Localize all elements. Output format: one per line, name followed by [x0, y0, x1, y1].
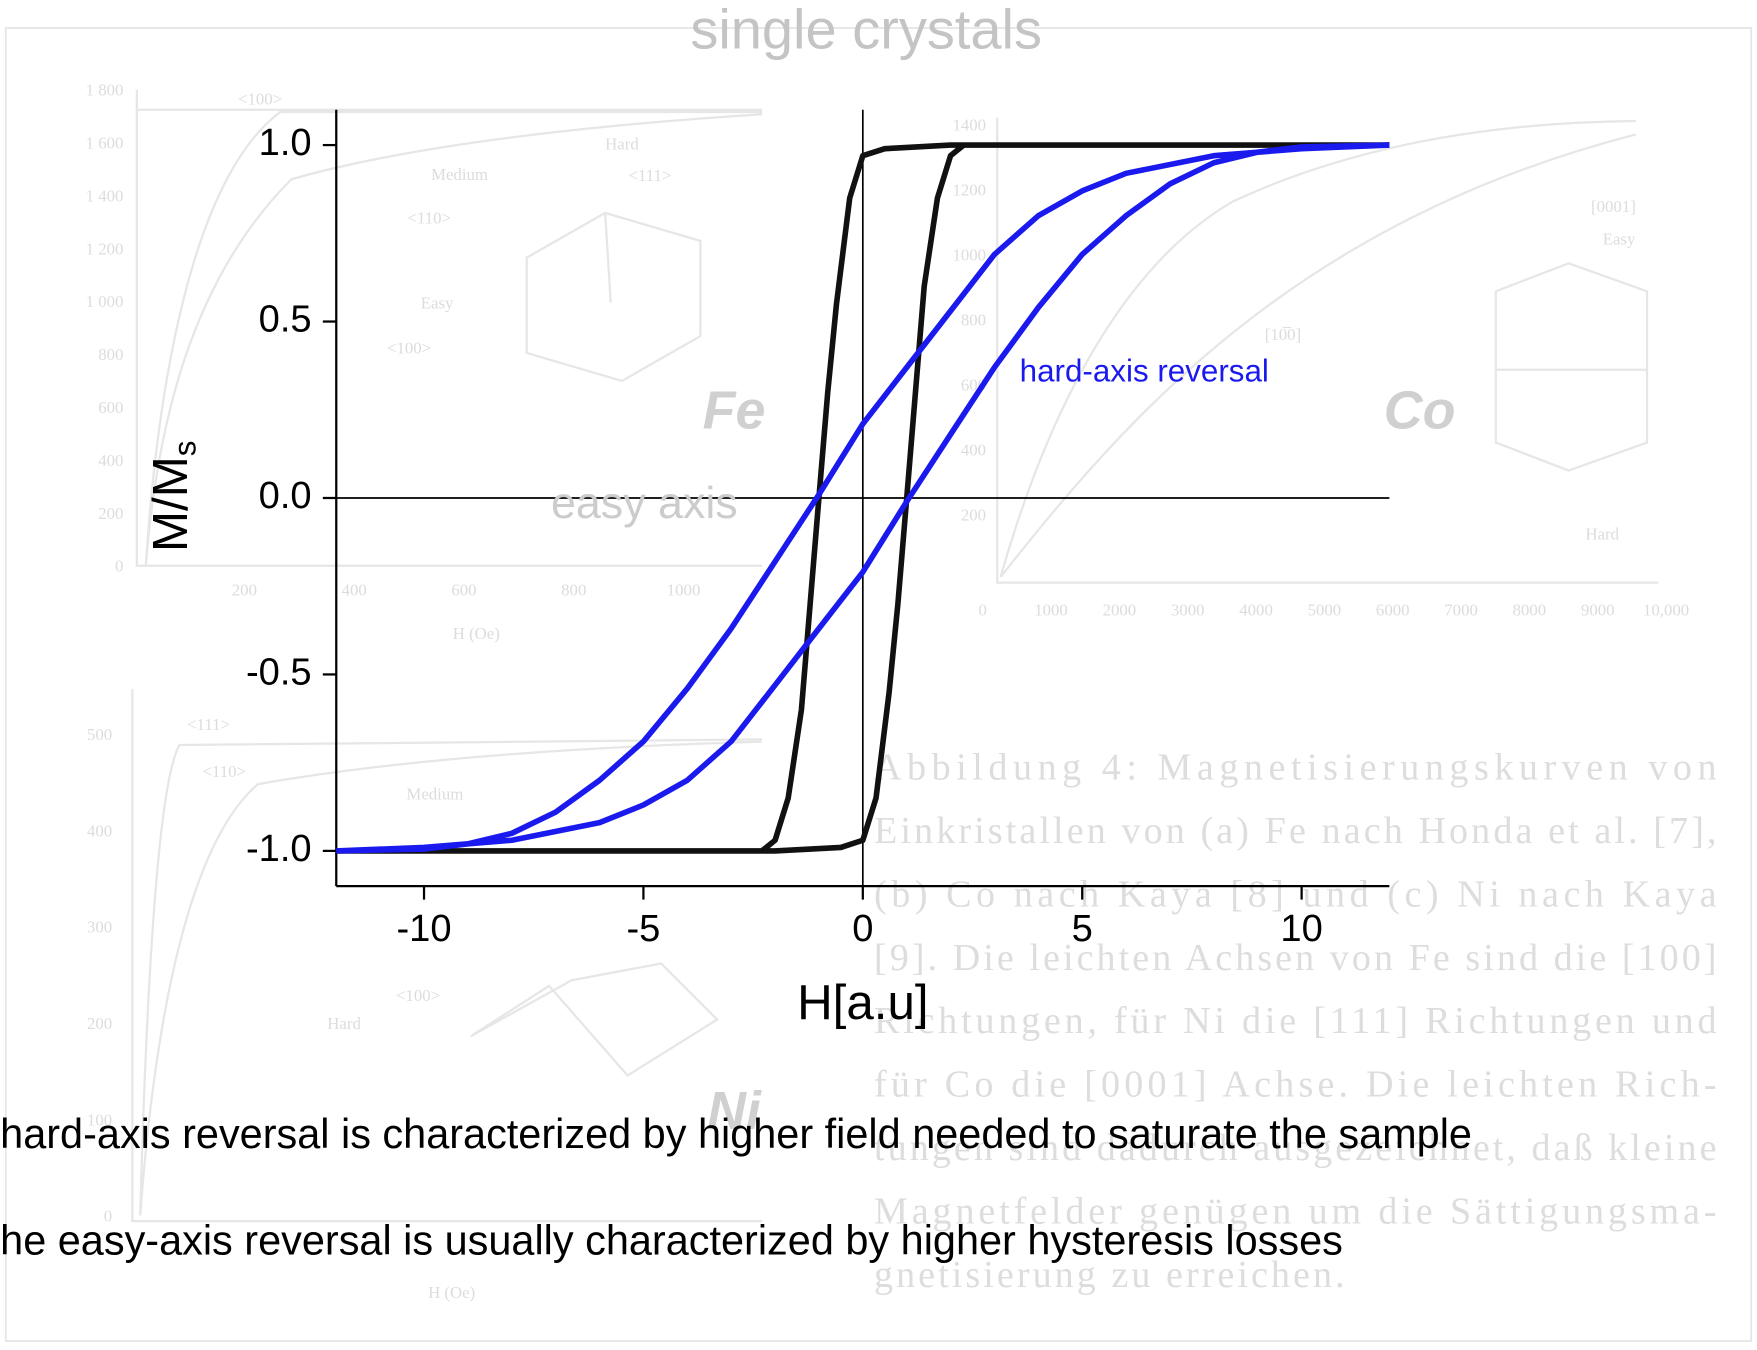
background-label: 10,000 — [1643, 601, 1689, 620]
y-tick-label: 1.0 — [259, 122, 312, 164]
background-label: <100> — [387, 338, 431, 357]
background-label: 0 — [978, 601, 986, 620]
background-label: 4000 — [1239, 601, 1273, 620]
background-label: <110> — [407, 208, 451, 227]
caption-line: für Co die [0001] Achse. Die leichten Ri… — [874, 1064, 1716, 1106]
y-tick-label: -0.5 — [246, 652, 312, 694]
background-label: 1 800 — [86, 81, 124, 100]
background-label: 200 — [87, 1014, 112, 1033]
background-label: 400 — [98, 451, 123, 470]
statement: he easy-axis reversal is usually charact… — [0, 1217, 1343, 1264]
slide-frame — [4, 27, 1753, 1342]
background-label: [10̅0] — [1265, 325, 1301, 344]
background-label: 400 — [342, 580, 367, 599]
background-label: 1000 — [667, 580, 701, 599]
slide-title: single crystals — [690, 0, 1042, 60]
caption-line: tungen sind dadurch ausgezeichnet, daß k… — [874, 1127, 1716, 1169]
background-label: <100> — [238, 90, 282, 109]
background-label: <110> — [202, 762, 246, 781]
background-label: Easy — [421, 294, 454, 313]
caption-line: Abbildung 4: Magnetisierungskurven von — [874, 747, 1716, 789]
y-axis-label: M/Ms — [143, 441, 203, 552]
background-label: H (Oe) — [428, 1283, 475, 1302]
background-label: <111> — [187, 715, 230, 734]
background-label: 100 — [87, 1110, 112, 1129]
background-label: 1000 — [1034, 601, 1068, 620]
background-label: 1 400 — [86, 186, 124, 205]
curve — [336, 142, 1390, 854]
background-figure — [131, 89, 1659, 1223]
background-label: 800 — [961, 310, 986, 329]
background-label: Medium — [431, 165, 488, 184]
background-label: 1 600 — [86, 134, 124, 153]
background-label: 6000 — [1376, 601, 1410, 620]
y-tick-label: 0.0 — [259, 475, 312, 517]
background-label: 0 — [104, 1207, 112, 1226]
background-label: H (Oe) — [453, 624, 500, 643]
x-axis-label: H[a.u] — [797, 975, 928, 1030]
background-label: 200 — [961, 505, 986, 524]
x-tick-label: 5 — [1072, 908, 1093, 950]
background-label: 600 — [98, 398, 123, 417]
element-label: Co — [1384, 381, 1456, 441]
background-label: 2000 — [1103, 601, 1137, 620]
background-label: 1 200 — [86, 239, 124, 258]
background-label: 400 — [961, 440, 986, 459]
background-label: 200 — [98, 504, 123, 523]
background-label: 400 — [87, 821, 112, 840]
y-axis-label-text: M/M — [143, 456, 198, 552]
background-label: [0001] — [1591, 197, 1636, 216]
background-label: 9000 — [1581, 601, 1615, 620]
curve — [336, 142, 1390, 854]
annotation: easy axis — [551, 478, 738, 528]
caption-line: Magnetfelder genügen um die Sättigungsma… — [874, 1190, 1716, 1232]
background-label: 800 — [98, 345, 123, 364]
background-label: 7000 — [1444, 601, 1478, 620]
background-label: 5000 — [1308, 601, 1342, 620]
caption-line: Richtungen, für Ni die [111] Richtungen … — [874, 1000, 1716, 1042]
x-tick-label: -5 — [626, 908, 660, 950]
statement: hard-axis reversal is characterized by h… — [0, 1110, 1472, 1157]
background-label: 500 — [87, 725, 112, 744]
background-label: 1000 — [952, 245, 986, 264]
y-tick-label: -1.0 — [246, 828, 312, 870]
caption-line: Einkristallen von (a) Fe nach Honda et a… — [874, 810, 1716, 852]
background-label: Hard — [605, 135, 639, 154]
annotation: hard-axis reversal — [1020, 353, 1269, 388]
background-label: 0 — [115, 557, 123, 576]
x-tick-label: -10 — [396, 908, 451, 950]
background-label: 800 — [561, 580, 586, 599]
x-tick-label: 10 — [1280, 908, 1322, 950]
element-label: Ni — [707, 1081, 762, 1141]
background-label: 200 — [232, 580, 257, 599]
element-label: Fe — [703, 381, 766, 441]
caption-line: (b) Co nach Kaya [8] und (c) Ni nach Kay… — [874, 873, 1717, 915]
background-label: 300 — [87, 918, 112, 937]
background-label: 600 — [451, 580, 476, 599]
background-label: 1200 — [952, 180, 986, 199]
background-label: 3000 — [1171, 601, 1205, 620]
background-label: 1 000 — [86, 292, 124, 311]
y-axis-label-subscript: s — [168, 441, 203, 457]
plot: 1.0 0.5 0.0 -0.5 -1.0 -10 -5 0 5 10 — [246, 109, 1390, 950]
background-label: Hard — [1585, 524, 1619, 543]
x-tick-label: 0 — [852, 908, 873, 950]
background-label: 1400 — [952, 115, 986, 134]
y-tick-label: 0.5 — [259, 299, 312, 341]
background-label: 8000 — [1513, 601, 1547, 620]
background-label: Medium — [406, 784, 463, 803]
background-label: <100> — [396, 986, 440, 1005]
background-label: Easy — [1603, 230, 1636, 249]
background-label: Hard — [327, 1014, 361, 1033]
background-label: <111> — [628, 166, 671, 185]
